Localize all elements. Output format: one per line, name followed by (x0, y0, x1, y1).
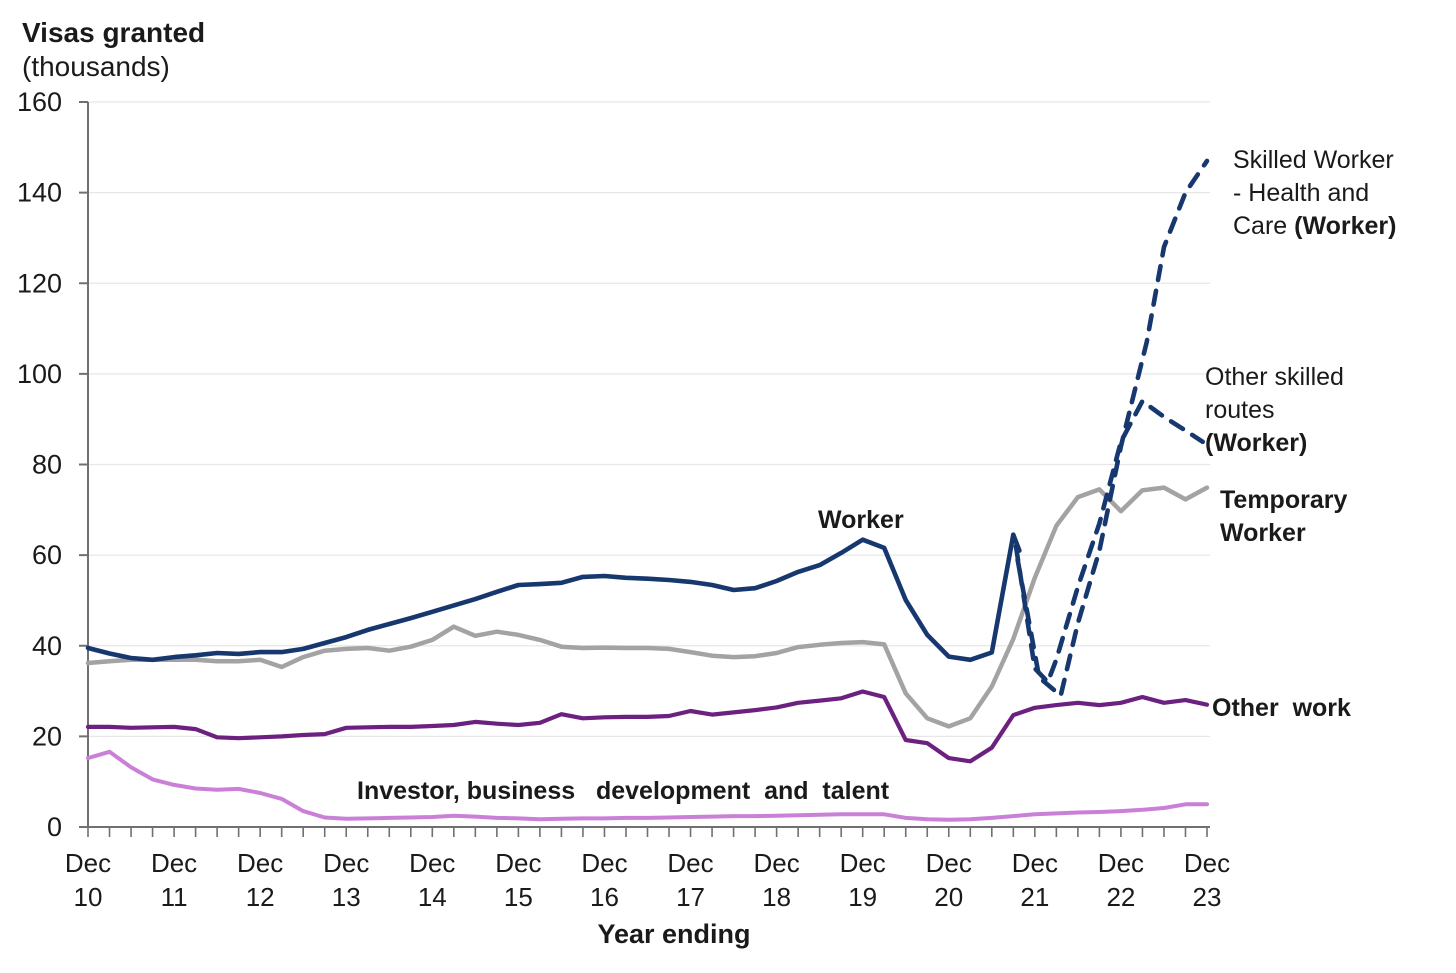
x-tick-label-year: 16 (590, 882, 619, 912)
x-tick-label-year: 19 (848, 882, 877, 912)
x-tick-label-month: Dec (495, 848, 541, 878)
x-tick-label-month: Dec (409, 848, 455, 878)
x-tick-label-year: 15 (504, 882, 533, 912)
x-tick-label-month: Dec (1184, 848, 1230, 878)
series-temporary-worker (85, 485, 1210, 729)
chart-title: Visas granted (22, 17, 205, 48)
skilled-hc-line-label: Skilled Worker (1233, 146, 1394, 174)
x-tick-label-year: 20 (934, 882, 963, 912)
x-axis-title: Year ending (597, 919, 750, 949)
x-tick-label-year: 14 (418, 882, 447, 912)
other-work-line-label: Other work (1212, 694, 1351, 722)
y-tick-label: 40 (32, 631, 62, 661)
x-tick-label-year: 18 (762, 882, 791, 912)
skilled-hc-line-label: - Health and (1233, 179, 1369, 207)
y-tick-label: 20 (32, 721, 62, 751)
x-tick-label-month: Dec (237, 848, 283, 878)
y-tick-label: 120 (17, 268, 62, 298)
x-tick-label-month: Dec (65, 848, 111, 878)
x-tick-label-month: Dec (926, 848, 972, 878)
x-tick-label-month: Dec (667, 848, 713, 878)
x-tick-label-year: 12 (246, 882, 275, 912)
worker-line-label: Worker (818, 506, 904, 534)
y-tick-label: 140 (17, 178, 62, 208)
chart-subtitle: (thousands) (22, 51, 170, 82)
x-tick-label-year: 13 (332, 882, 361, 912)
series-other-work (85, 689, 1210, 764)
skilled-hc-line-label: Care (Worker) (1233, 212, 1396, 240)
y-tick-label: 60 (32, 540, 62, 570)
x-tick-label-year: 23 (1193, 882, 1222, 912)
series-worker (85, 532, 1022, 663)
other-skilled-line-label: (Worker) (1205, 429, 1307, 457)
temporary-worker-line-label: Temporary (1220, 486, 1347, 514)
other-skilled-line-label: routes (1205, 396, 1274, 424)
x-tick-label-month: Dec (840, 848, 886, 878)
x-tick-label-month: Dec (1012, 848, 1058, 878)
temporary-worker-line-label: Worker (1220, 519, 1306, 547)
x-tick-label-month: Dec (151, 848, 197, 878)
series-investor-business-development-and-talent (86, 749, 1209, 822)
x-tick-label-month: Dec (581, 848, 627, 878)
y-tick-label: 160 (17, 87, 62, 117)
series-other-skilled-routes-worker (1013, 398, 1205, 685)
x-tick-label-month: Dec (753, 848, 799, 878)
x-tick-label-year: 17 (676, 882, 705, 912)
x-tick-label-month: Dec (323, 848, 369, 878)
x-tick-label-year: 11 (161, 882, 188, 912)
y-tick-label: 100 (17, 359, 62, 389)
series-skilled-worker-health-and-care-worker (1015, 158, 1210, 698)
y-tick-label: 80 (32, 450, 62, 480)
other-skilled-line-label: Other skilled (1205, 363, 1344, 391)
y-tick-label: 0 (47, 812, 62, 842)
x-tick-label-year: 10 (74, 882, 103, 912)
x-tick-label-year: 21 (1020, 882, 1049, 912)
x-tick-label-month: Dec (1098, 848, 1144, 878)
investor-line-label: Investor, business development and talen… (357, 777, 890, 805)
x-tick-label-year: 22 (1106, 882, 1135, 912)
